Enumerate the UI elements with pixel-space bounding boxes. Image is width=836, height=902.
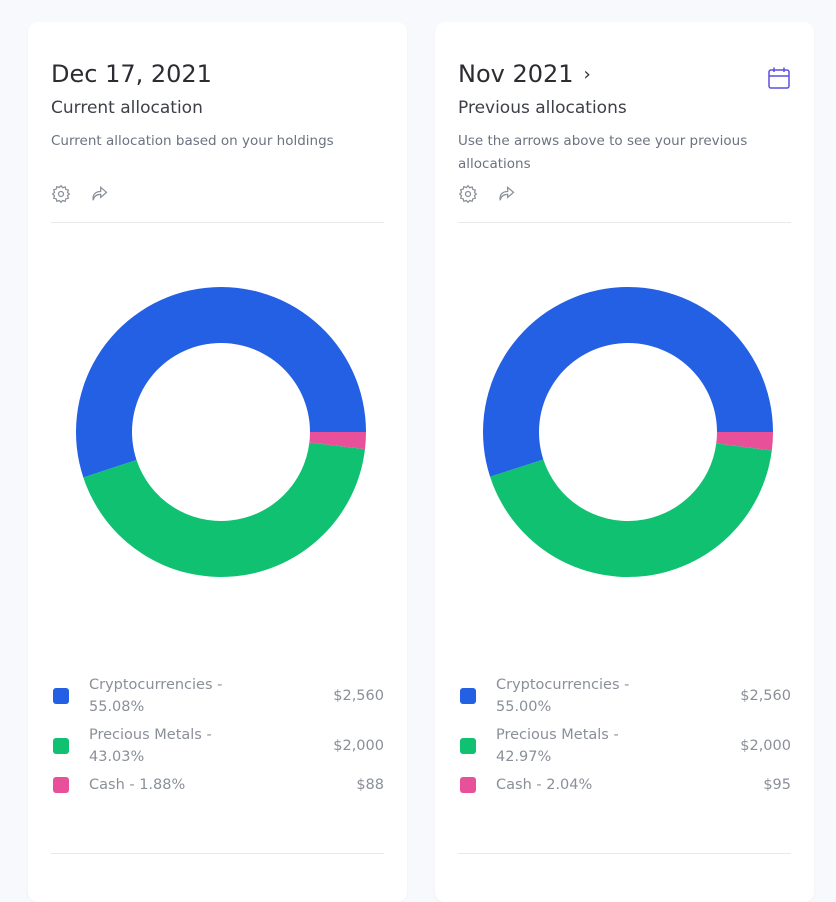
legend-item: Precious Metals - 43.03% $2,000 (51, 724, 384, 768)
divider (51, 222, 384, 223)
legend-swatch (53, 688, 69, 704)
legend-item: Cryptocurrencies - 55.00% $2,560 (458, 674, 791, 718)
legend-swatch (460, 738, 476, 754)
card-description: Use the arrows above to see your previou… (458, 133, 748, 172)
donut-slice-cash[interactable] (309, 432, 366, 450)
card-subtitle: Current allocation (51, 98, 203, 118)
legend-item: Cash - 2.04% $95 (458, 774, 791, 796)
legend-value: $95 (763, 777, 791, 793)
donut-slice-metals[interactable] (490, 443, 772, 577)
legend-item: Cryptocurrencies - 55.08% $2,560 (51, 674, 384, 718)
share-arrow-icon[interactable] (89, 184, 109, 208)
legend-value: $2,560 (740, 688, 791, 704)
legend-label: Cryptocurrencies - (89, 677, 223, 693)
legend-item: Cash - 1.88% $88 (51, 774, 384, 796)
legend-swatch (460, 777, 476, 793)
chevron-right-icon[interactable]: › (583, 63, 591, 85)
legend-percent: 55.00% (496, 699, 552, 715)
legend-percent: 55.08% (89, 699, 145, 715)
current-allocation-card: Dec 17, 2021 Current allocation Current … (28, 22, 407, 902)
legend-label: Cash - 2.04% (496, 777, 593, 793)
share-arrow-icon[interactable] (496, 184, 516, 208)
divider (458, 853, 791, 854)
divider (51, 853, 384, 854)
previous-allocation-card: Nov 2021 › Previous allocations Use the a… (435, 22, 814, 902)
legend-label: Cash - 1.88% (89, 777, 186, 793)
legend-swatch (460, 688, 476, 704)
legend-value: $88 (356, 777, 384, 793)
legend-percent: 43.03% (89, 749, 145, 765)
card-subtitle: Previous allocations (458, 98, 627, 118)
legend-percent: 42.97% (496, 749, 552, 765)
allocation-donut-chart (483, 287, 773, 577)
card-date-title: Nov 2021 (458, 60, 574, 88)
legend-value: $2,000 (333, 738, 384, 754)
legend-label: Cryptocurrencies - (496, 677, 630, 693)
divider (458, 222, 791, 223)
donut-slice-crypto[interactable] (483, 287, 773, 477)
legend-label: Precious Metals - (89, 727, 212, 743)
card-description: Current allocation based on your holding… (51, 133, 334, 149)
donut-slice-metals[interactable] (83, 442, 365, 577)
calendar-icon[interactable] (767, 66, 791, 94)
legend-swatch (53, 777, 69, 793)
allocation-donut-chart (75, 286, 367, 577)
legend-value: $2,000 (740, 738, 791, 754)
legend-swatch (53, 738, 69, 754)
gear-icon[interactable] (51, 184, 71, 208)
legend-item: Precious Metals - 42.97% $2,000 (458, 724, 791, 768)
card-date-title: Dec 17, 2021 (51, 60, 212, 88)
legend-value: $2,560 (333, 688, 384, 704)
gear-icon[interactable] (458, 184, 478, 208)
donut-slice-crypto[interactable] (75, 286, 367, 478)
donut-slice-cash[interactable] (716, 432, 773, 451)
legend-label: Precious Metals - (496, 727, 619, 743)
